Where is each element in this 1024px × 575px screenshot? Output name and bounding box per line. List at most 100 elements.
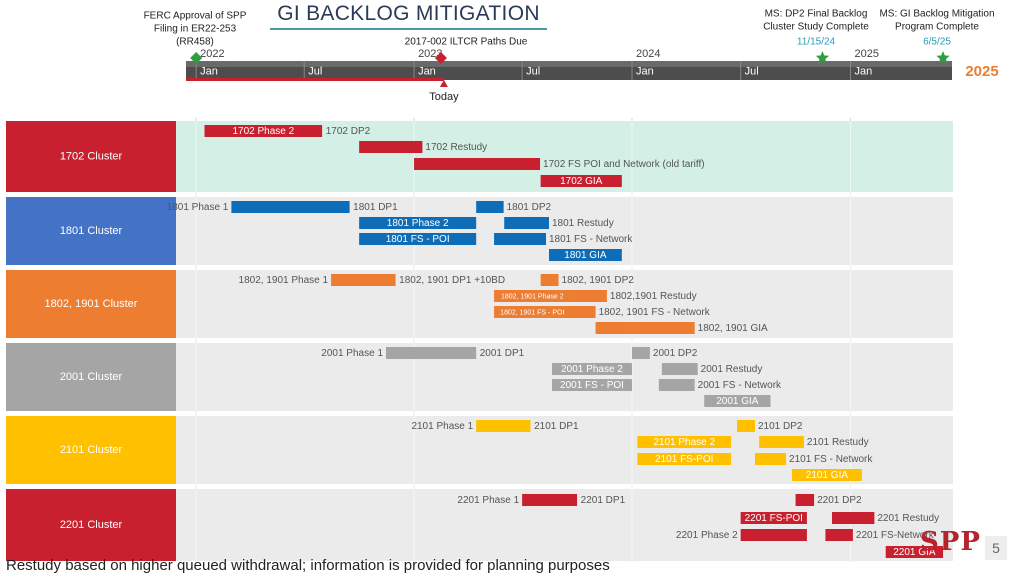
milestone-label: 2017-002 ILTCR Paths Due <box>405 37 528 48</box>
task-bar <box>595 322 695 334</box>
task-bar <box>661 363 698 375</box>
task-bar <box>414 158 541 170</box>
milestone-star <box>936 51 950 64</box>
swimlane-header <box>6 416 176 484</box>
task-label: 2001 GIA <box>716 396 759 407</box>
month-label: Jul <box>308 65 322 77</box>
swimlane-label: 1802, 1901 Cluster <box>45 298 138 310</box>
task-label: 2001 FS - Network <box>698 380 782 391</box>
task-label: 2001 Restudy <box>701 364 763 375</box>
task-label: 1801 Phase 2 <box>387 218 449 229</box>
task-bar <box>476 201 504 213</box>
month-label: Jul <box>526 65 540 77</box>
swimlane-label: 1801 Cluster <box>60 225 123 237</box>
task-bar <box>476 420 531 432</box>
end-year-label: 2025 <box>965 63 998 80</box>
task-bar <box>359 233 477 245</box>
task-label: 1702 GIA <box>560 176 603 187</box>
task-bar <box>637 453 732 465</box>
today-label: Today <box>429 91 459 103</box>
month-label: Jan <box>418 65 436 77</box>
milestone-label: MS: GI Backlog Mitigation <box>879 9 994 20</box>
task-bar <box>504 217 549 229</box>
year-label: 2022 <box>200 48 224 60</box>
task-label: 2201 DP1 <box>581 495 626 506</box>
task-label: 1801 DP1 <box>353 202 398 213</box>
task-label: 2001 Phase 1 <box>321 348 383 359</box>
task-bar <box>885 546 944 558</box>
milestone-date: 6/5/25 <box>923 37 951 48</box>
task-label: 1801 FS - POI <box>386 234 450 245</box>
milestone-diamond <box>434 52 447 64</box>
milestone-star <box>815 51 830 64</box>
month-label: Jan <box>200 65 218 77</box>
task-bar <box>737 420 755 432</box>
month-label: Jan <box>855 65 873 77</box>
task-label: 1801 Phase 1 <box>167 202 229 213</box>
swimlane-label: 2201 Cluster <box>60 519 123 531</box>
task-label: 2201 GIA <box>893 547 936 558</box>
task-bar <box>331 274 396 286</box>
swimlane-label: 2101 Cluster <box>60 444 123 456</box>
task-bar <box>551 363 632 375</box>
task-label: 2101 Phase 1 <box>411 421 473 432</box>
milestone-label: FERC Approval of SPP <box>144 11 247 22</box>
task-bar <box>754 453 787 465</box>
task-label: 2001 Phase 2 <box>561 364 623 375</box>
task-label: 2101 DP2 <box>758 421 803 432</box>
task-bar <box>831 512 875 524</box>
task-label: 1702 FS POI and Network (old tariff) <box>543 159 705 170</box>
month-label: Jul <box>745 65 759 77</box>
task-label: 2101 Phase 2 <box>653 437 715 448</box>
swimlane-header <box>6 343 176 411</box>
task-label: 2201 FS-POI <box>745 513 803 524</box>
task-label: 2101 FS - Network <box>789 454 873 465</box>
task-label: 1801 FS - Network <box>549 234 633 245</box>
swimlane-header <box>6 197 176 265</box>
timeline-highlight <box>186 61 952 67</box>
task-bar <box>494 233 547 245</box>
task-label: 2201 DP2 <box>817 495 862 506</box>
milestone-diamond <box>190 52 203 64</box>
task-bar <box>551 379 632 391</box>
milestone-date: 11/15/24 <box>797 37 836 48</box>
page-title: GI BACKLOG MITIGATION <box>270 2 547 30</box>
task-bar <box>637 436 732 448</box>
task-label: 1702 DP2 <box>326 126 371 137</box>
swimlane-header <box>6 270 176 338</box>
swimlane-band <box>176 270 953 338</box>
task-bar <box>540 175 622 187</box>
task-label: 1802,1901 Restudy <box>610 291 697 302</box>
task-bar <box>825 529 853 541</box>
task-label: 1801 Restudy <box>552 218 614 229</box>
task-label: 2101 Restudy <box>807 437 869 448</box>
task-bar <box>740 529 807 541</box>
footer-note: Restudy based on higher queued withdrawa… <box>6 557 610 574</box>
task-label: 1802, 1901 Phase 1 <box>239 275 329 286</box>
task-bar <box>631 347 650 359</box>
task-label: 2001 DP1 <box>480 348 525 359</box>
swimlane-band <box>176 343 953 411</box>
swimlane-label: 2001 Cluster <box>60 371 123 383</box>
task-label: 2201 Restudy <box>877 513 939 524</box>
spp-logo: SPP <box>920 527 981 557</box>
task-label: 2201 Phase 1 <box>457 495 519 506</box>
swimlane-header <box>6 489 176 561</box>
task-label: 1802, 1901 FS - POI <box>500 309 564 316</box>
task-label: 1702 Phase 2 <box>232 126 294 137</box>
task-label: 1801 DP2 <box>507 202 552 213</box>
task-label: 2001 DP2 <box>653 348 698 359</box>
task-bar <box>359 217 477 229</box>
task-bar <box>540 274 559 286</box>
task-bar <box>231 201 350 213</box>
task-bar <box>570 290 607 302</box>
month-label: Jan <box>636 65 654 77</box>
task-label: 2201 Phase 2 <box>676 530 738 541</box>
task-label: 1802, 1901 DP2 <box>562 275 635 286</box>
task-bar <box>359 141 423 153</box>
milestone-label: Cluster Study Complete <box>763 22 869 33</box>
task-bar <box>522 494 578 506</box>
task-label: 2101 GIA <box>806 470 849 481</box>
task-label: 1802, 1901 DP1 +10BD <box>399 275 505 286</box>
task-bar <box>704 395 771 407</box>
